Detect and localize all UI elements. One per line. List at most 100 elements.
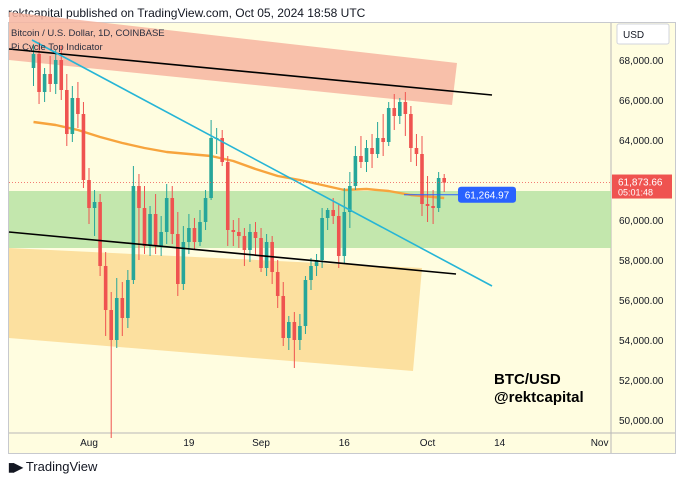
tradingview-brand: TradingView (25, 459, 98, 474)
candle[interactable] (281, 282, 286, 346)
price-tick-label: 54,000.00 (619, 336, 664, 347)
candle-countdown: 05:01:48 (618, 188, 653, 198)
candle[interactable] (409, 106, 413, 162)
candle[interactable] (192, 218, 197, 250)
candle[interactable] (242, 228, 247, 266)
candle[interactable] (275, 260, 280, 308)
candle[interactable] (48, 56, 52, 92)
candle[interactable] (331, 198, 335, 224)
descending-trendline[interactable] (31, 39, 493, 287)
candle[interactable] (314, 254, 319, 276)
candle[interactable] (126, 270, 130, 328)
candle[interactable] (292, 312, 297, 368)
candle[interactable] (442, 174, 446, 192)
candle-body (386, 108, 391, 142)
candle[interactable] (176, 212, 180, 296)
candle[interactable] (220, 130, 224, 166)
candle[interactable] (403, 92, 408, 136)
price-tick-label: 58,000.00 (619, 256, 664, 267)
candle[interactable] (170, 186, 175, 244)
candle[interactable] (420, 136, 424, 216)
candle[interactable] (364, 140, 369, 172)
candle-body (142, 208, 147, 246)
candle[interactable] (370, 134, 374, 168)
candle-body (242, 236, 247, 250)
candle[interactable] (248, 224, 252, 262)
candle[interactable] (325, 208, 330, 230)
candle[interactable] (359, 136, 363, 168)
candle[interactable] (375, 122, 380, 158)
candle[interactable] (142, 186, 147, 254)
candle[interactable] (264, 234, 269, 276)
candle[interactable] (103, 252, 108, 336)
currency-button[interactable] (616, 23, 670, 45)
candle[interactable] (98, 194, 102, 276)
candle[interactable] (87, 168, 91, 224)
candle[interactable] (42, 68, 47, 102)
candle-body (442, 178, 446, 183)
candle[interactable] (392, 94, 397, 130)
candle-body (131, 186, 136, 280)
candle-body (342, 212, 347, 256)
price-tick-label: 52,000.00 (619, 376, 664, 387)
candle[interactable] (386, 102, 391, 146)
candle[interactable] (253, 222, 258, 256)
candle[interactable] (187, 214, 191, 254)
candle-body (103, 266, 108, 310)
candle[interactable] (76, 82, 80, 128)
candle[interactable] (120, 282, 125, 336)
candle-body (59, 60, 64, 90)
candle[interactable] (381, 114, 385, 156)
candle[interactable] (320, 208, 324, 268)
candle[interactable] (164, 184, 169, 244)
time-tick-label: 14 (494, 438, 506, 449)
candle-body (225, 162, 230, 230)
candle[interactable] (414, 134, 419, 166)
lower-channel-line[interactable] (8, 231, 457, 275)
candle[interactable] (348, 172, 352, 228)
tradingview-footer[interactable]: ▮▶ TradingView (8, 459, 97, 474)
candles-layer (31, 42, 446, 438)
candle[interactable] (342, 188, 347, 264)
candle[interactable] (81, 102, 86, 188)
candle[interactable] (353, 146, 358, 190)
candle[interactable] (209, 120, 213, 200)
candle[interactable] (137, 174, 141, 260)
candle[interactable] (431, 190, 435, 224)
candle[interactable] (114, 278, 119, 348)
candle[interactable] (181, 226, 186, 290)
candle-body (353, 156, 358, 186)
candle[interactable] (53, 50, 58, 94)
candle[interactable] (237, 218, 241, 248)
candle[interactable] (159, 216, 163, 256)
candle[interactable] (303, 276, 308, 334)
candle[interactable] (153, 194, 158, 254)
candle[interactable] (109, 292, 113, 438)
candle[interactable] (65, 74, 69, 146)
candle[interactable] (203, 190, 208, 230)
candle[interactable] (231, 220, 236, 246)
candle[interactable] (336, 204, 341, 268)
candle[interactable] (70, 86, 75, 142)
level-price-pill[interactable] (458, 186, 516, 203)
candle[interactable] (198, 210, 202, 246)
candle[interactable] (398, 98, 402, 124)
publisher-line: rektcapital published on TradingView.com… (8, 6, 366, 20)
candle[interactable] (287, 316, 291, 350)
candle[interactable] (259, 228, 263, 272)
candle[interactable] (436, 172, 441, 212)
moving-average-line[interactable] (33, 120, 445, 200)
candle-body (248, 232, 252, 250)
candle[interactable] (309, 258, 313, 290)
candle[interactable] (148, 206, 152, 256)
candle-body (409, 114, 413, 148)
price-tick-label: 50,000.00 (619, 416, 664, 427)
candle-body (209, 138, 213, 198)
candle[interactable] (131, 166, 136, 284)
candle[interactable] (225, 156, 230, 246)
upper-channel-line[interactable] (8, 48, 493, 96)
candle[interactable] (425, 176, 430, 222)
candle[interactable] (298, 314, 302, 350)
candle[interactable] (92, 190, 97, 236)
